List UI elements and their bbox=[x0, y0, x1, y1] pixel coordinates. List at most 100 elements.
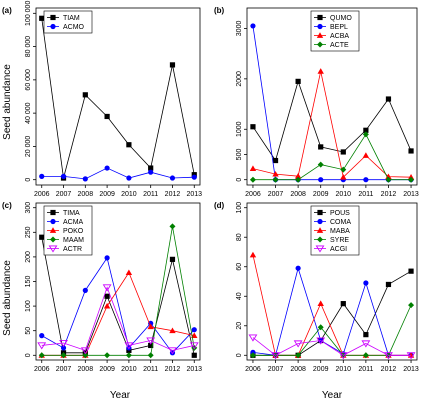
y-tick-label: 0 bbox=[25, 353, 32, 357]
data-point bbox=[363, 332, 369, 338]
legend-marker bbox=[317, 14, 323, 21]
legend-marker bbox=[50, 14, 56, 21]
plot-frame bbox=[246, 202, 418, 361]
data-point bbox=[363, 280, 369, 286]
series-line bbox=[41, 18, 195, 179]
data-point bbox=[385, 96, 392, 102]
series-maam bbox=[38, 223, 198, 359]
data-point bbox=[249, 176, 256, 183]
y-tick-label: 100 000 bbox=[25, 1, 32, 26]
y-tick-label: 500 bbox=[236, 149, 243, 161]
data-point bbox=[60, 345, 67, 351]
data-point bbox=[147, 323, 154, 330]
data-point bbox=[146, 337, 156, 345]
legend-label: SYRE bbox=[330, 237, 349, 244]
legend-label: ACMA bbox=[63, 219, 84, 226]
data-point bbox=[148, 165, 154, 171]
data-point bbox=[169, 223, 176, 230]
panel-3: (d) 0 20 40 60 80 100 2006 2007 2008 2009 2010 2011 2… bbox=[214, 201, 419, 373]
data-point bbox=[125, 269, 133, 276]
x-axis-title-left: Year bbox=[110, 390, 131, 401]
data-point bbox=[169, 327, 176, 334]
legend: POUS COMA MABA SYRE ACGI bbox=[310, 205, 360, 256]
data-point bbox=[60, 173, 67, 179]
legend-marker bbox=[317, 23, 323, 30]
y-tick-label: 50 bbox=[25, 327, 32, 335]
panel-2: (c) 0 50 100 150 200 250 300 2006 2007 2008 2009 201… bbox=[2, 201, 202, 373]
x-tick-label: 2013 bbox=[403, 191, 419, 198]
x-tick-label: 2006 bbox=[34, 191, 50, 198]
series-line bbox=[252, 133, 412, 181]
series-line bbox=[41, 256, 195, 354]
data-point bbox=[361, 340, 371, 348]
data-point bbox=[104, 293, 110, 299]
y-tick-label: 2000 bbox=[236, 71, 243, 87]
data-point bbox=[148, 320, 154, 326]
data-point bbox=[59, 339, 68, 348]
plot-frame bbox=[35, 7, 201, 186]
data-point bbox=[317, 68, 324, 74]
x-tick-label: 2008 bbox=[290, 191, 306, 198]
series-line bbox=[252, 337, 412, 356]
y-axis-title-top: Seed abundance bbox=[2, 64, 13, 140]
data-point bbox=[37, 342, 47, 350]
series-acgi bbox=[248, 334, 416, 360]
data-point bbox=[250, 23, 256, 29]
data-point bbox=[294, 172, 302, 179]
data-point bbox=[249, 352, 256, 359]
x-tick-label: 2012 bbox=[381, 191, 397, 198]
data-point bbox=[385, 176, 392, 183]
x-tick-label: 2012 bbox=[165, 366, 181, 373]
data-point bbox=[102, 284, 112, 292]
data-point bbox=[362, 352, 369, 359]
data-point bbox=[385, 281, 392, 288]
series-line bbox=[252, 254, 412, 356]
data-point bbox=[317, 161, 324, 168]
x-tick-label: 2007 bbox=[268, 366, 284, 373]
data-point bbox=[39, 234, 45, 240]
legend-marker bbox=[50, 209, 56, 216]
data-point bbox=[340, 301, 346, 307]
data-point bbox=[272, 157, 279, 164]
data-point bbox=[408, 148, 414, 154]
legend-label: ACBA bbox=[330, 33, 349, 40]
panel-label: (a) bbox=[2, 6, 12, 15]
data-point bbox=[317, 300, 324, 307]
series-line bbox=[252, 71, 412, 178]
data-point bbox=[169, 175, 176, 181]
data-point bbox=[249, 251, 257, 258]
data-point bbox=[169, 256, 176, 262]
legend-box bbox=[43, 10, 93, 34]
data-point bbox=[191, 174, 197, 180]
data-point bbox=[271, 352, 280, 360]
data-point bbox=[385, 173, 392, 180]
x-tick-label: 2009 bbox=[99, 366, 115, 373]
legend: QUMO BEPL ACBA ACTE bbox=[310, 10, 360, 52]
series-line bbox=[41, 226, 195, 356]
x-axis-title-right: Year bbox=[322, 390, 343, 401]
x-tick-label: 2009 bbox=[99, 191, 115, 198]
legend-marker bbox=[317, 218, 323, 225]
data-point bbox=[408, 176, 415, 183]
legend-marker bbox=[316, 227, 324, 233]
panel-1: (b) 0 500 1000 2000 3000 2006 2007 2008 2009 2010 2… bbox=[214, 6, 419, 198]
data-point bbox=[408, 268, 414, 274]
y-tick-label: 3000 bbox=[236, 21, 243, 37]
y-tick-label: 150 bbox=[25, 276, 32, 288]
series-line bbox=[41, 167, 195, 180]
data-point bbox=[38, 352, 45, 359]
data-point bbox=[295, 352, 302, 359]
legend-label: ACMO bbox=[63, 24, 85, 31]
y-tick-label: 60 bbox=[236, 263, 243, 271]
data-point bbox=[250, 124, 256, 130]
data-point bbox=[82, 352, 89, 359]
data-point bbox=[272, 170, 279, 177]
data-point bbox=[191, 327, 197, 333]
data-point bbox=[104, 255, 110, 261]
y-axis-title-bottom: Seed abundance bbox=[2, 260, 13, 336]
data-point bbox=[363, 177, 369, 183]
x-tick-label: 2011 bbox=[143, 191, 158, 198]
data-point bbox=[293, 340, 303, 348]
x-tick-label: 2013 bbox=[403, 366, 419, 373]
